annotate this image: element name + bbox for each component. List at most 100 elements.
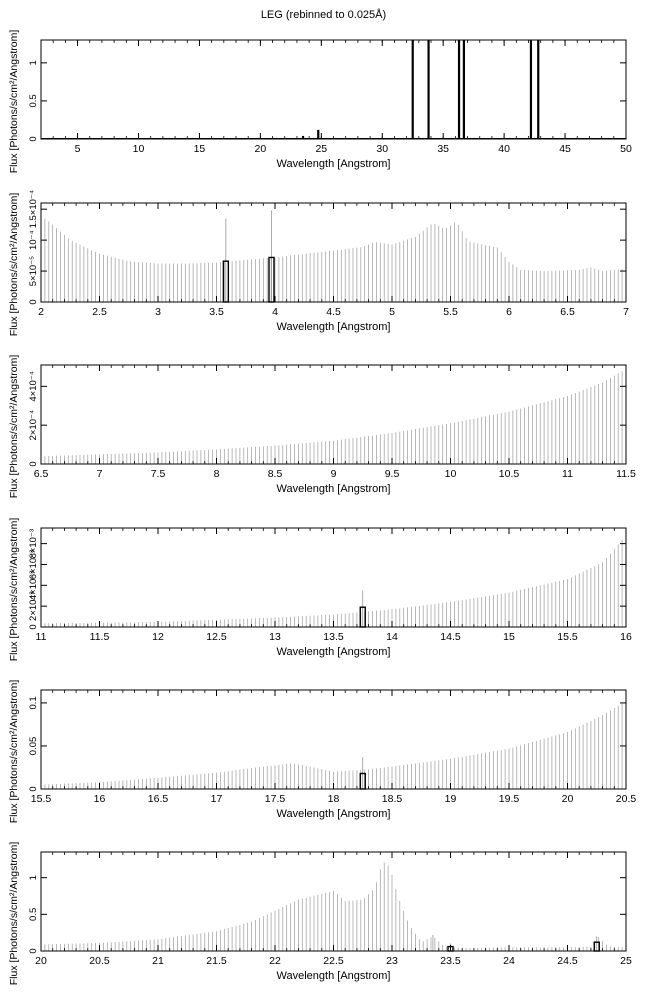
x-tick-label: 22 (269, 955, 281, 967)
x-tick-label: 22.5 (323, 955, 344, 967)
y-tick-label: 0.05 (28, 737, 39, 756)
y-tick-label: 4×10⁻³ (28, 571, 39, 601)
x-tick-label: 13.5 (323, 631, 344, 643)
x-tick-label: 6 (506, 306, 512, 318)
x-tick-label: 10 (445, 468, 457, 480)
x-tick-label: 50 (620, 143, 632, 155)
x-tick-label: 17 (211, 793, 223, 805)
y-tick-label: 0 (28, 948, 39, 953)
y-tick-label: 0.5 (28, 908, 39, 921)
x-tick-label: 12.5 (206, 631, 227, 643)
x-tick-label: 13 (269, 631, 281, 643)
y-tick-label: 0 (28, 461, 39, 466)
x-tick-label: 7.5 (151, 468, 166, 480)
chart-panel-3: 6.5 7 7.5 8 8.5 9 9.5 10 10.5 11 11.5 0 2×10⁻⁴ 4×10⁻⁴… (8, 355, 636, 499)
y-tick-label: 6×10⁻³ (28, 550, 39, 580)
x-tick-label: 20.5 (89, 955, 110, 967)
y-tick-label: 1 (28, 60, 39, 65)
x-tick-label: 20 (562, 793, 574, 805)
y-tick-label: 0 (28, 624, 39, 629)
x-tick-label: 18.5 (382, 793, 403, 805)
x-tick-label: 4 (272, 306, 278, 318)
x-tick-label: 30 (376, 143, 388, 155)
x-tick-label: 23 (386, 955, 398, 967)
x-axis-label: Wavelength [Angstrom] (277, 808, 391, 820)
x-tick-label: 25 (620, 955, 632, 967)
x-tick-label: 7 (97, 468, 103, 480)
x-axis-label: Wavelength [Angstrom] (277, 970, 391, 982)
y-tick-label: 0.5 (28, 94, 39, 107)
chart-panel-1: 5 10 15 20 25 30 35 40 45 50 0 0.5 1 Wavelength [Angs… (8, 30, 632, 174)
x-tick-label: 6.5 (34, 468, 49, 480)
x-tick-label: 21.5 (206, 955, 227, 967)
x-axis-label: Wavelength [Angstrom] (277, 158, 391, 170)
x-tick-label: 19 (445, 793, 457, 805)
x-tick-label: 25 (315, 143, 327, 155)
x-tick-label: 11.5 (90, 631, 110, 643)
x-tick-label: 15 (503, 631, 515, 643)
x-tick-label: 20 (255, 143, 267, 155)
y-tick-label: 8×10⁻³ (28, 529, 39, 559)
chart-panel-4: 11 11.5 12 12.5 13 13.5 14 14.5 15 15.5 16 0 2×10⁻³4… (8, 518, 632, 662)
y-tick-label: 1.5×10⁻⁴ (28, 190, 39, 228)
y-tick-label: 4×10⁻⁴ (28, 371, 39, 402)
x-tick-label: 15.5 (31, 793, 52, 805)
x-tick-label: 5 (389, 306, 395, 318)
x-tick-label: 7 (623, 306, 629, 318)
x-tick-label: 6.5 (560, 306, 575, 318)
y-tick-label: 5×10⁻⁵ (28, 256, 39, 286)
y-axis-label: Flux [Photons/s/cm²/Angstrom] (8, 30, 20, 174)
y-axis-label: Flux [Photons/s/cm²/Angstrom] (8, 193, 20, 337)
page-title: LEG (rebinned to 0.025Å) (260, 9, 387, 21)
x-tick-label: 20 (35, 955, 47, 967)
y-axis-label: Flux [Photons/s/cm²/Angstrom] (8, 518, 20, 662)
x-tick-label: 23.5 (440, 955, 461, 967)
y-tick-label: 0 (28, 299, 39, 304)
y-axis-label: Flux [Photons/s/cm²/Angstrom] (8, 355, 20, 499)
x-tick-label: 16 (620, 631, 632, 643)
y-axis-label: Flux [Photons/s/cm²/Angstrom] (8, 680, 20, 824)
x-tick-label: 2 (38, 306, 44, 318)
chart-panel-6: 20 20.5 21 21.5 22 22.5 23 23.5 24 24.5 25 0 0.5 1 Wav… (8, 842, 632, 986)
x-tick-label: 15 (194, 143, 206, 155)
x-tick-label: 9.5 (385, 468, 400, 480)
x-tick-label: 24 (503, 955, 515, 967)
x-axis-label: Wavelength [Angstrom] (277, 483, 391, 495)
x-tick-label: 15.5 (557, 631, 578, 643)
x-tick-label: 16 (94, 793, 106, 805)
x-tick-label: 2.5 (92, 306, 107, 318)
x-tick-label: 40 (498, 143, 510, 155)
x-tick-label: 9 (331, 468, 337, 480)
x-tick-label: 16.5 (148, 793, 169, 805)
y-tick-label: 2×10⁻⁴ (28, 410, 39, 441)
x-tick-label: 12 (152, 631, 164, 643)
chart-panel-5: 15.5 16 16.5 17 17.5 18 18.5 19 19.5 20 20.5 0 0.05 0… (8, 680, 636, 824)
x-tick-label: 5.5 (443, 306, 458, 318)
y-axis-label: Flux [Photons/s/cm²/Angstrom] (8, 842, 20, 986)
x-tick-label: 4.5 (326, 306, 341, 318)
x-tick-label: 11 (562, 468, 573, 480)
x-tick-label: 18 (328, 793, 340, 805)
x-tick-label: 8.5 (268, 468, 283, 480)
y-tick-label: 0.1 (28, 696, 39, 709)
y-tick-label: 0 (28, 136, 39, 141)
x-tick-label: 8 (214, 468, 220, 480)
x-tick-label: 11.5 (616, 468, 636, 480)
x-tick-label: 21 (152, 955, 164, 967)
x-tick-label: 14 (386, 631, 398, 643)
x-tick-label: 35 (437, 143, 449, 155)
y-tick-label: 2×10⁻³ (28, 591, 39, 621)
x-tick-label: 14.5 (440, 631, 461, 643)
x-tick-label: 10.5 (499, 468, 520, 480)
x-tick-label: 3 (155, 306, 161, 318)
x-tick-label: 19.5 (499, 793, 520, 805)
x-tick-label: 11 (36, 631, 47, 643)
x-axis-label: Wavelength [Angstrom] (277, 646, 391, 658)
x-tick-label: 5 (75, 143, 81, 155)
x-tick-label: 3.5 (209, 306, 224, 318)
x-axis-label: Wavelength [Angstrom] (277, 321, 391, 333)
y-tick-label: 10⁻⁴ (28, 230, 39, 250)
x-tick-label: 20.5 (616, 793, 637, 805)
